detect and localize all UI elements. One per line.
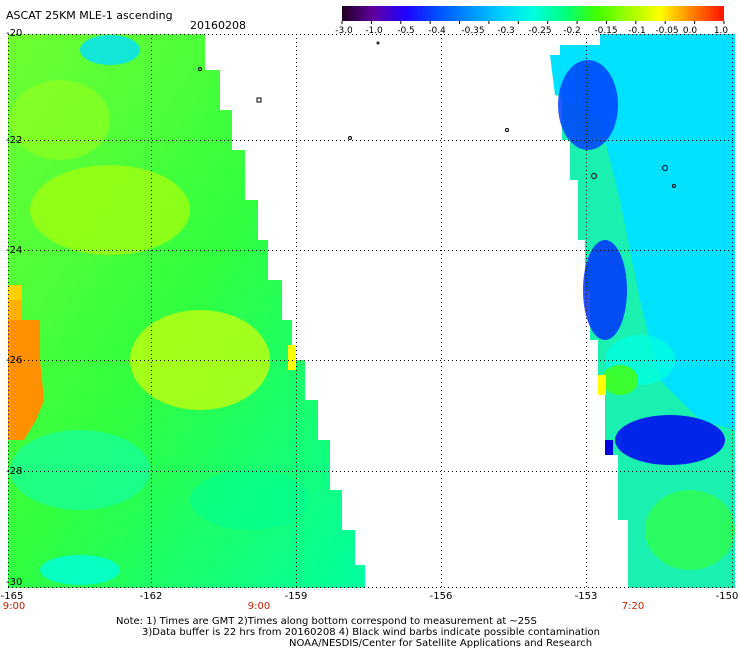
lon-label: -159 [284, 591, 308, 602]
colorbar-label: -0.1 [628, 26, 646, 36]
time-label: 7:20 [621, 601, 645, 612]
lon-label: -150 [715, 591, 739, 602]
lat-label: -28 [6, 466, 23, 477]
lon-label: -165 [0, 591, 24, 602]
lat-label: -22 [6, 135, 23, 146]
map-title: ASCAT 25KM MLE-1 ascending [6, 9, 173, 22]
colorbar-gradient [342, 6, 724, 21]
lat-label: -30 [6, 577, 23, 588]
lon-label: -153 [574, 591, 598, 602]
colorbar-label: -0.5 [397, 26, 415, 36]
colorbar [341, 6, 725, 24]
time-label: 9:00 [2, 601, 26, 612]
lat-label: -20 [6, 28, 23, 39]
lat-label: -24 [6, 245, 23, 256]
lon-label: -162 [139, 591, 163, 602]
time-label: 9:00 [247, 601, 271, 612]
colorbar-label: -0.15 [594, 26, 618, 36]
map-date: 20160208 [190, 19, 246, 32]
right-swath [550, 34, 735, 588]
colorbar-label: -3.0 [335, 26, 353, 36]
colorbar-label: -0.2 [563, 26, 581, 36]
colorbar-label: -0.3 [497, 26, 515, 36]
colorbar-label: -0.05 [655, 26, 679, 36]
colorbar-label: -0.4 [428, 26, 446, 36]
left-swath [8, 34, 365, 588]
island-outlines [198, 41, 676, 188]
note-line-1: Note: 1) Times are GMT 2)Times along bot… [116, 616, 537, 627]
note-line-2: 3)Data buffer is 22 hrs from 20160208 4)… [142, 627, 600, 638]
colorbar-label: -0.25 [528, 26, 552, 36]
lat-label: -26 [6, 355, 23, 366]
note-line-3: NOAA/NESDIS/Center for Satellite Applica… [289, 638, 593, 649]
colorbar-label: 1.0 [713, 26, 729, 36]
colorbar-label: 0.0 [682, 26, 698, 36]
lon-label: -156 [429, 591, 453, 602]
colorbar-label: -0.35 [461, 26, 485, 36]
colorbar-label: -1.0 [365, 26, 383, 36]
map-gridlines [8, 34, 733, 588]
